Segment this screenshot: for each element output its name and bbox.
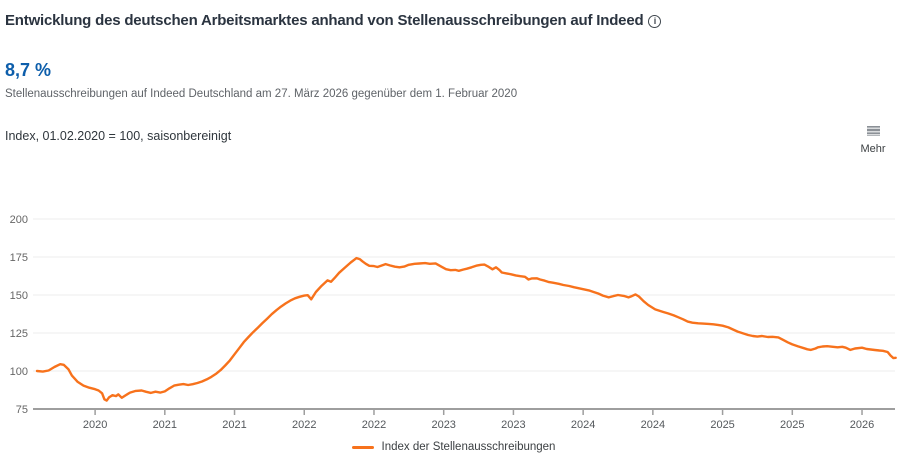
chart-canvas: 75 100 125 150 175 200 2020 2021 2021 2022 2022 202… (10, 214, 897, 431)
y-axis-tick-label: 175 (10, 252, 28, 264)
x-axis-tick-label: 2025 (710, 419, 734, 431)
chart-legend: Index der Stellenausschreibungen (0, 441, 907, 453)
y-axis-tick-label: 75 (16, 404, 28, 416)
legend-line-swatch (351, 445, 374, 449)
x-axis-tick-label: 2025 (780, 419, 804, 431)
axis-note: Index, 01.02.2020 = 100, saisonbereinigt (5, 129, 232, 143)
y-axis-tick-label: 125 (10, 328, 28, 340)
x-axis-tick-label: 2020 (83, 419, 107, 431)
x-axis-tick-label: 2021 (222, 419, 246, 431)
x-axis-tick-label: 2026 (850, 419, 874, 431)
y-axis-tick-label: 200 (10, 214, 28, 226)
y-axis-tick-label: 150 (10, 290, 28, 302)
x-axis-tick-label: 2023 (431, 419, 455, 431)
x-axis-tick-label: 2023 (501, 419, 525, 431)
x-axis-tick-label: 2024 (571, 419, 595, 431)
more-button-label: Mehr (860, 143, 886, 155)
line-chart: 75 100 125 150 175 200 2020 2021 2021 2022 2022 202… (0, 195, 907, 435)
info-icon[interactable]: i (648, 14, 662, 28)
kpi-value: 8,7 % (5, 60, 52, 80)
page-title-text: Entwicklung des deutschen Arbeitsmarktes… (5, 12, 644, 29)
legend-label: Index der Stellenausschreibungen (381, 441, 556, 453)
x-axis-tick-label: 2021 (153, 419, 177, 431)
y-axis-tick-label: 100 (10, 366, 28, 378)
x-axis-tick-label: 2024 (641, 419, 665, 431)
menu-icon (866, 126, 880, 136)
more-button[interactable]: Mehr (849, 124, 897, 155)
x-axis-tick-label: 2022 (362, 419, 386, 431)
data-line[interactable] (35, 256, 897, 402)
page-title: Entwicklung des deutschen Arbeitsmarktes… (5, 12, 662, 29)
kpi-description: Stellenausschreibungen auf Indeed Deutsc… (5, 88, 518, 100)
x-axis-tick-label: 2022 (292, 419, 316, 431)
